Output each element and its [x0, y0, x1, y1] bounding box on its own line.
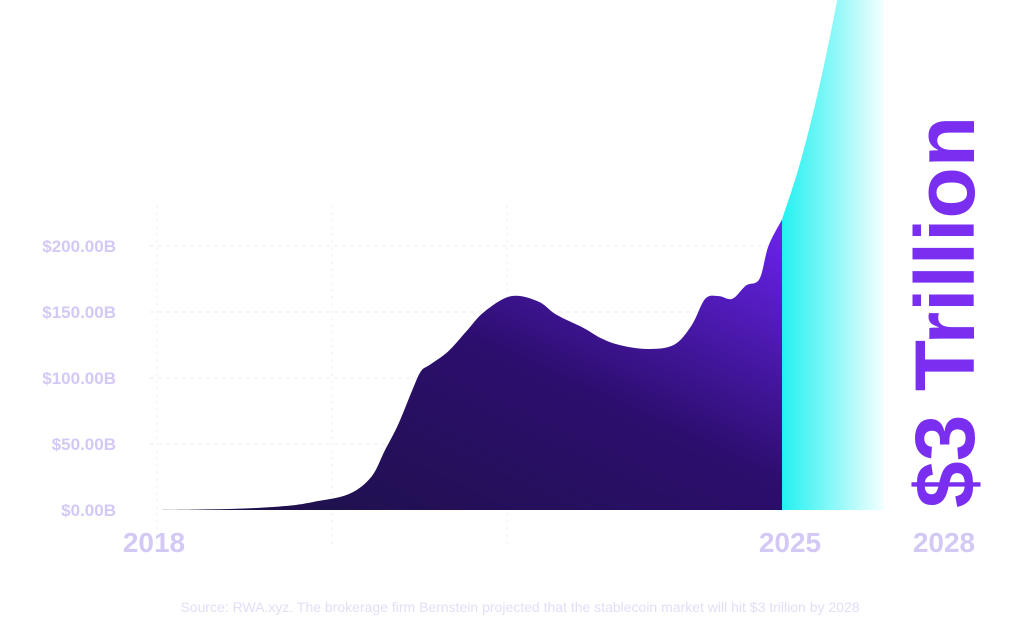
x-tick-label: 2028 — [913, 527, 975, 558]
area-series — [150, 0, 884, 510]
historical-area — [150, 219, 782, 510]
projection-annotation: $3 Trillion — [898, 116, 992, 508]
y-tick-label: $50.00B — [52, 435, 116, 454]
projection-area — [782, 0, 884, 510]
y-tick-label: $0.00B — [61, 501, 116, 520]
y-tick-label: $100.00B — [42, 369, 116, 388]
x-axis-ticks: 2018 2025 2028 — [123, 527, 975, 558]
x-tick-label: 2025 — [759, 527, 821, 558]
source-note: Source: RWA.xyz. The brokerage firm Bern… — [180, 599, 859, 615]
x-tick-label: 2018 — [123, 527, 185, 558]
y-tick-label: $200.00B — [42, 237, 116, 256]
y-tick-label: $150.00B — [42, 303, 116, 322]
y-axis-ticks: $0.00B $50.00B $100.00B $150.00B $200.00B — [42, 237, 116, 520]
